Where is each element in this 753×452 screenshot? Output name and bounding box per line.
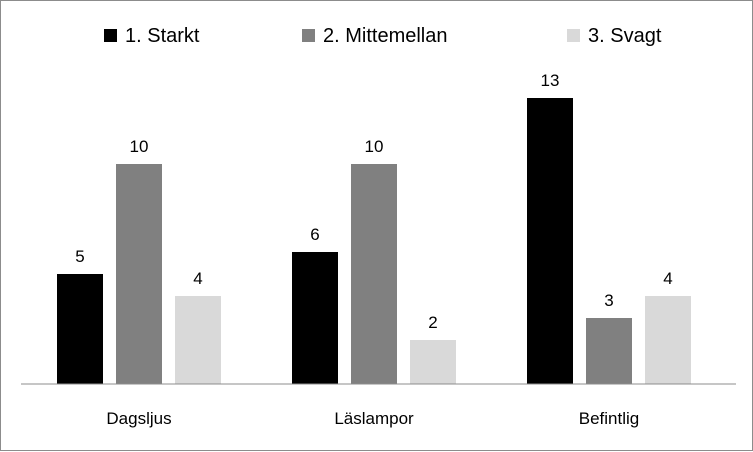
bar-dagsljus-series-2 xyxy=(116,164,162,384)
category-label-2: Läslampor xyxy=(334,409,414,428)
bar-befintlig-series-3 xyxy=(645,296,691,384)
legend: 1. Starkt 2. Mittemellan 3. Svagt xyxy=(104,25,662,47)
bar-l-slampor-series-3 xyxy=(410,340,456,384)
legend-swatch-mittemellan xyxy=(302,29,315,42)
bar-l-slampor-series-1 xyxy=(292,252,338,384)
data-label-dagsljus-series-1: 5 xyxy=(75,247,84,266)
bar-dagsljus-series-3 xyxy=(175,296,221,384)
data-label-befintlig-series-2: 3 xyxy=(604,291,613,310)
bar-l-slampor-series-2 xyxy=(351,164,397,384)
legend-label-starkt: 1. Starkt xyxy=(125,25,200,47)
data-label-befintlig-series-1: 13 xyxy=(541,71,560,90)
bar-dagsljus-series-1 xyxy=(57,274,103,384)
legend-swatch-starkt xyxy=(104,29,117,42)
plot-area: 5 10 4 6 10 2 13 3 4 xyxy=(57,71,691,384)
bar-befintlig-series-2 xyxy=(586,318,632,384)
data-label-l-slampor-series-2: 10 xyxy=(365,137,384,156)
category-label-3: Befintlig xyxy=(579,409,639,428)
data-label-dagsljus-series-3: 4 xyxy=(193,269,202,288)
legend-label-svagt: 3. Svagt xyxy=(588,25,662,47)
category-label-1: Dagsljus xyxy=(106,409,171,428)
category-axis-labels: Dagsljus Läslampor Befintlig xyxy=(106,409,639,428)
data-label-l-slampor-series-3: 2 xyxy=(428,313,437,332)
legend-swatch-svagt xyxy=(567,29,580,42)
data-label-l-slampor-series-1: 6 xyxy=(310,225,319,244)
bar-befintlig-series-1 xyxy=(527,98,573,384)
data-label-dagsljus-series-2: 10 xyxy=(130,137,149,156)
data-label-befintlig-series-3: 4 xyxy=(663,269,672,288)
legend-label-mittemellan: 2. Mittemellan xyxy=(323,25,448,47)
